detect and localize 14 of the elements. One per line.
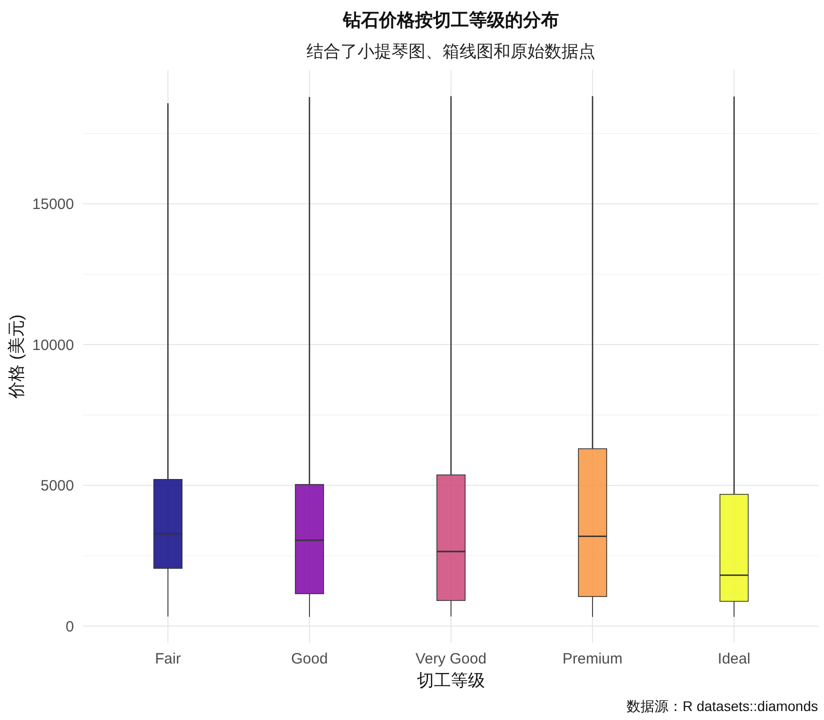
y-tick-label: 5000 [40, 478, 74, 495]
y-tick-label: 15000 [32, 196, 74, 213]
x-tick-label: Fair [155, 650, 181, 668]
x-tick-label: Good [291, 650, 328, 668]
y-tick-label: 0 [66, 618, 74, 636]
x-axis-title: 切工等级 [417, 671, 485, 690]
x-tick-label: Premium [562, 650, 623, 668]
y-tick-label: 10000 [32, 336, 74, 354]
chart-title: 钻石价格按切工等级的分布 [342, 10, 559, 30]
x-tick-label: Very Good [416, 650, 486, 668]
x-tick-label: Ideal [718, 650, 750, 668]
chart-subtitle: 结合了小提琴图、箱线图和原始数据点 [306, 42, 596, 61]
text: 数据源：R datasets::diamonds [626, 698, 818, 714]
y-axis-title: 价格 (美元) [7, 314, 26, 400]
